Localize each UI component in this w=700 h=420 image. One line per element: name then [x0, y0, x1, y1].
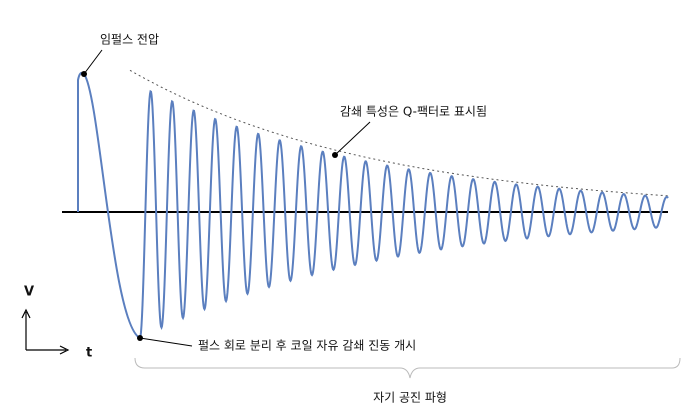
decay-label: 감쇄 특성은 Q-팩터로 표시됨 — [340, 105, 487, 119]
leader-line — [139, 337, 193, 347]
axis-icon — [21, 308, 70, 355]
axis-t-label: t — [86, 346, 92, 361]
leader-line — [83, 49, 103, 75]
oscillation-wave — [139, 89, 669, 339]
axis-v-label: V — [24, 285, 34, 300]
impulse-wave — [77, 71, 141, 339]
marker-dot — [81, 71, 87, 77]
bracket — [134, 357, 681, 379]
impulse-label: 임펄스 전압 — [100, 33, 159, 47]
marker-dot — [137, 335, 143, 341]
bracket-label: 자기 공진 파형 — [373, 391, 447, 405]
start-label: 펄스 회로 분리 후 코일 자유 감쇄 진동 개시 — [198, 339, 416, 353]
marker-dot — [332, 152, 338, 158]
leader-line — [334, 121, 371, 156]
envelope — [129, 69, 669, 197]
